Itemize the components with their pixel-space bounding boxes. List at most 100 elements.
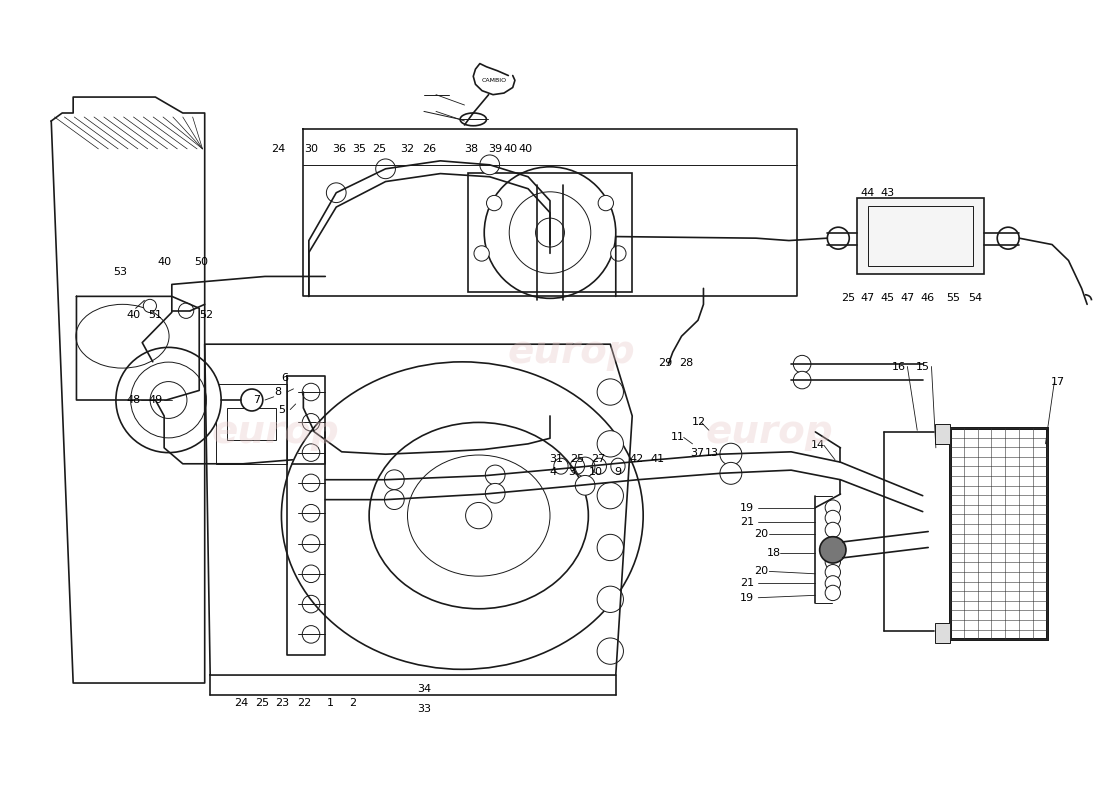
Circle shape — [484, 167, 616, 298]
Circle shape — [598, 195, 614, 210]
Circle shape — [178, 303, 194, 318]
Text: 26: 26 — [422, 144, 437, 154]
Text: 7: 7 — [253, 395, 260, 405]
Circle shape — [302, 505, 320, 522]
Bar — [950, 428, 1046, 639]
Circle shape — [302, 414, 320, 431]
Circle shape — [485, 483, 505, 503]
Text: 6: 6 — [282, 374, 288, 383]
Text: 55: 55 — [946, 293, 960, 303]
Text: 46: 46 — [920, 293, 934, 303]
Text: 50: 50 — [195, 257, 208, 267]
Text: 40: 40 — [519, 144, 532, 154]
Bar — [216, 384, 287, 464]
Text: 33: 33 — [417, 703, 431, 714]
Text: 25: 25 — [570, 454, 584, 464]
Circle shape — [241, 389, 263, 411]
Circle shape — [719, 443, 741, 465]
Circle shape — [486, 195, 502, 210]
Circle shape — [465, 502, 492, 529]
Circle shape — [143, 299, 156, 313]
Text: 20: 20 — [755, 529, 769, 539]
Text: 43: 43 — [881, 188, 894, 198]
Text: 4: 4 — [550, 466, 557, 477]
Text: 38: 38 — [464, 144, 478, 154]
Circle shape — [825, 522, 840, 538]
Text: 45: 45 — [881, 293, 894, 303]
Circle shape — [597, 379, 624, 405]
Text: 40: 40 — [126, 310, 141, 321]
Text: 16: 16 — [892, 362, 905, 371]
Circle shape — [825, 586, 840, 601]
Circle shape — [376, 159, 395, 178]
Circle shape — [150, 382, 187, 418]
Circle shape — [825, 542, 840, 558]
Circle shape — [480, 155, 499, 174]
Text: 41: 41 — [650, 454, 664, 464]
Circle shape — [131, 362, 207, 438]
Circle shape — [485, 465, 505, 485]
Circle shape — [302, 444, 320, 462]
Text: 21: 21 — [740, 517, 755, 527]
Circle shape — [597, 534, 624, 561]
Text: 20: 20 — [755, 566, 769, 577]
Text: 42: 42 — [629, 454, 644, 464]
Bar — [468, 173, 632, 292]
Circle shape — [302, 595, 320, 613]
Text: 11: 11 — [671, 433, 685, 442]
Text: europ: europ — [212, 413, 340, 451]
Circle shape — [575, 475, 595, 495]
Text: 52: 52 — [199, 310, 213, 321]
Text: 13: 13 — [705, 448, 719, 458]
Text: 12: 12 — [692, 418, 706, 427]
Text: 5: 5 — [278, 405, 285, 414]
Text: europ: europ — [508, 333, 636, 371]
Text: CAMBIO: CAMBIO — [482, 78, 507, 83]
Text: 17: 17 — [1050, 378, 1065, 387]
Text: 34: 34 — [417, 683, 431, 694]
Circle shape — [302, 383, 320, 401]
Circle shape — [719, 462, 741, 484]
Text: 8: 8 — [275, 387, 282, 397]
Bar — [950, 428, 1046, 639]
Circle shape — [597, 430, 624, 457]
Text: 51: 51 — [148, 310, 163, 321]
Bar — [857, 198, 984, 274]
Text: 36: 36 — [332, 144, 346, 154]
Bar — [227, 408, 276, 440]
Text: 40: 40 — [157, 257, 172, 267]
Circle shape — [116, 347, 221, 453]
Text: 29: 29 — [658, 358, 672, 367]
Circle shape — [998, 227, 1020, 249]
Text: 32: 32 — [400, 144, 415, 154]
Text: 22: 22 — [297, 698, 311, 708]
Circle shape — [827, 227, 849, 249]
Circle shape — [597, 638, 624, 664]
Circle shape — [597, 482, 624, 509]
Text: 47: 47 — [900, 293, 914, 303]
Bar — [935, 424, 950, 444]
Text: 37: 37 — [690, 448, 704, 458]
Circle shape — [793, 355, 811, 373]
Circle shape — [825, 576, 840, 591]
Circle shape — [825, 510, 840, 526]
Circle shape — [385, 470, 404, 490]
Circle shape — [820, 537, 846, 563]
Circle shape — [536, 218, 564, 247]
Circle shape — [302, 534, 320, 552]
Text: 10: 10 — [588, 466, 603, 477]
Text: 3: 3 — [569, 466, 575, 477]
Text: 54: 54 — [968, 293, 982, 303]
Circle shape — [302, 565, 320, 582]
Circle shape — [825, 500, 840, 515]
Text: 15: 15 — [915, 362, 930, 371]
Text: 9: 9 — [615, 466, 622, 477]
Bar — [868, 206, 974, 266]
Text: 49: 49 — [148, 395, 163, 405]
Text: 53: 53 — [113, 267, 128, 278]
Text: 25: 25 — [372, 144, 386, 154]
Bar — [935, 623, 950, 643]
Text: 31: 31 — [550, 454, 563, 464]
Text: 40: 40 — [504, 144, 518, 154]
Text: 23: 23 — [275, 698, 289, 708]
